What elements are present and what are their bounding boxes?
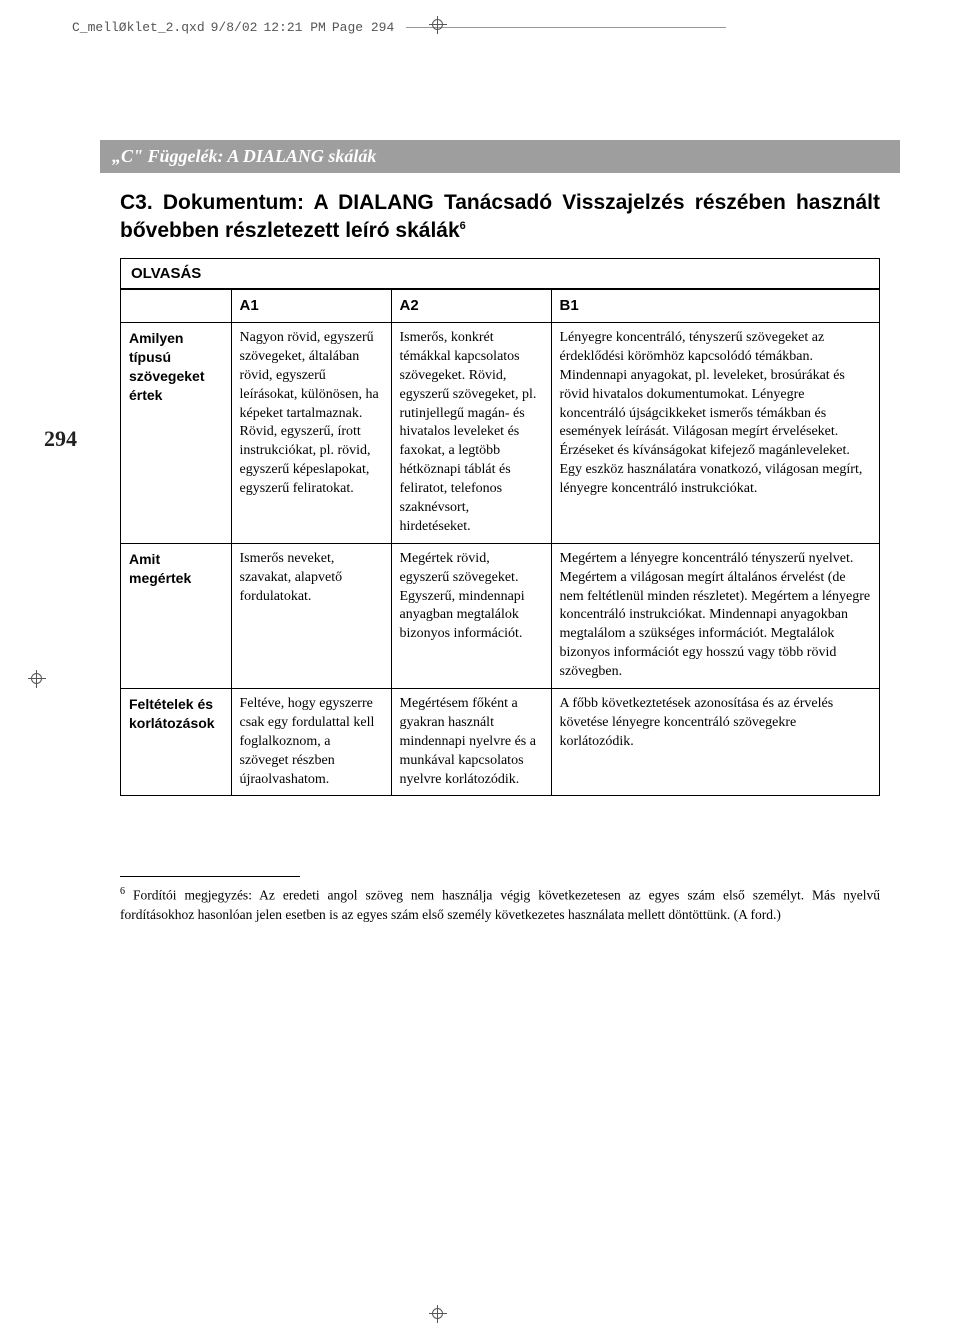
table-header-row: A1 A2 B1: [121, 289, 879, 322]
document-title-footnote-ref: 6: [460, 220, 466, 232]
document-title: C3. Dokumentum: A DIALANG Tanácsadó Viss…: [120, 189, 880, 246]
footnote-marker: 6: [120, 886, 125, 897]
crop-mark-left-icon: [28, 670, 46, 688]
footnote-separator: [120, 876, 300, 877]
row-head: Amilyen típusú szövegeket értek: [121, 322, 231, 543]
table-row: Amit megértek Ismerős neveket, szavakat,…: [121, 543, 879, 688]
scales-table: A1 A2 B1 Amilyen típusú szövegeket értek…: [121, 289, 879, 796]
table-row: Feltételek és korlátozások Feltéve, hogy…: [121, 688, 879, 795]
crop-mark-top-icon: [429, 16, 447, 34]
footnote: 6Fordítói megjegyzés: Az eredeti angol s…: [120, 885, 880, 924]
col-head-a2: A2: [391, 289, 551, 322]
row-head: Amit megértek: [121, 543, 231, 688]
col-head-b1: B1: [551, 289, 879, 322]
cell-b1: Lényegre koncentráló, tényszerű szövegek…: [551, 322, 879, 543]
print-filename: C_mellØklet_2.qxd: [72, 20, 205, 35]
cell-a2: Ismerős, konkrét témákkal kapcsolatos sz…: [391, 322, 551, 543]
print-date: 9/8/02: [211, 20, 258, 35]
crop-mark-bottom-icon: [429, 1305, 447, 1323]
document-title-text: C3. Dokumentum: A DIALANG Tanácsadó Viss…: [120, 191, 880, 242]
print-page: Page 294: [332, 20, 394, 35]
table-row: Amilyen típusú szövegeket értek Nagyon r…: [121, 322, 879, 543]
cell-a1: Nagyon rövid, egyszerű szövegeket, által…: [231, 322, 391, 543]
cell-b1: Megértem a lényegre koncentráló tényszer…: [551, 543, 879, 688]
cell-a1: Ismerős neveket, szavakat, alapvető ford…: [231, 543, 391, 688]
page-content: „C" Függelék: A DIALANG skálák C3. Dokum…: [120, 140, 880, 925]
cell-a2: Megértek rövid, egyszerű szövegeket. Egy…: [391, 543, 551, 688]
col-head-blank: [121, 289, 231, 322]
scales-table-container: OLVASÁS A1 A2 B1 Amilyen típusú szövegek…: [120, 258, 880, 797]
section-label: OLVASÁS: [121, 259, 879, 289]
cell-b1: A főbb következtetések azonosítása és az…: [551, 688, 879, 795]
print-time: 12:21 PM: [263, 20, 325, 35]
cell-a2: Megértésem főként a gyakran használt min…: [391, 688, 551, 795]
print-metadata: C_mellØklet_2.qxd 9/8/02 12:21 PM Page 2…: [72, 20, 726, 35]
side-page-number: 294: [44, 426, 77, 452]
row-head: Feltételek és korlátozások: [121, 688, 231, 795]
col-head-a1: A1: [231, 289, 391, 322]
print-header-rule: [406, 27, 726, 28]
cell-a1: Feltéve, hogy egyszerre csak egy fordula…: [231, 688, 391, 795]
footnote-text: Fordítói megjegyzés: Az eredeti angol sz…: [120, 888, 880, 922]
appendix-banner: „C" Függelék: A DIALANG skálák: [100, 140, 900, 173]
